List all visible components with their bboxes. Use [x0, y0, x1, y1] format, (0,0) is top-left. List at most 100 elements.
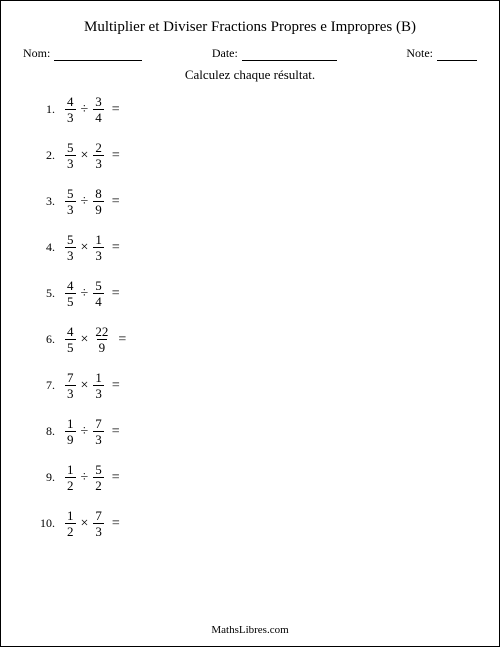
denominator: 3	[93, 431, 104, 446]
fraction-a: 43	[65, 95, 76, 124]
fraction-b: 54	[93, 279, 104, 308]
problem-number: 4.	[33, 240, 55, 255]
denominator: 3	[93, 247, 104, 262]
equals-sign: =	[112, 240, 120, 256]
fraction-a: 53	[65, 233, 76, 262]
problems-list: 1.43÷34=2.53×23=3.53÷89=4.53×13=5.45÷54=…	[33, 95, 477, 538]
problem-row: 9.12÷52=	[33, 463, 477, 492]
denominator: 3	[93, 155, 104, 170]
problem-row: 7.73×13=	[33, 371, 477, 400]
denominator: 4	[93, 109, 104, 124]
numerator: 3	[93, 95, 104, 109]
numerator: 5	[65, 141, 76, 155]
equals-sign: =	[112, 424, 120, 440]
denominator: 9	[93, 201, 104, 216]
divide-operator: ÷	[81, 102, 89, 118]
page-title: Multiplier et Diviser Fractions Propres …	[23, 19, 477, 36]
denominator: 9	[65, 431, 76, 446]
numerator: 22	[93, 325, 110, 339]
numerator: 7	[93, 509, 104, 523]
fraction-a: 53	[65, 187, 76, 216]
numerator: 5	[93, 279, 104, 293]
numerator: 1	[65, 417, 76, 431]
problem-number: 8.	[33, 424, 55, 439]
denominator: 3	[65, 155, 76, 170]
divide-operator: ÷	[81, 194, 89, 210]
denominator: 2	[93, 477, 104, 492]
equals-sign: =	[112, 470, 120, 486]
fraction-a: 12	[65, 509, 76, 538]
numerator: 7	[93, 417, 104, 431]
fraction-a: 12	[65, 463, 76, 492]
divide-operator: ÷	[81, 470, 89, 486]
problem-row: 3.53÷89=	[33, 187, 477, 216]
denominator: 2	[65, 477, 76, 492]
denominator: 3	[65, 109, 76, 124]
equals-sign: =	[118, 332, 126, 348]
numerator: 4	[65, 95, 76, 109]
divide-operator: ÷	[81, 286, 89, 302]
denominator: 3	[65, 247, 76, 262]
info-row: Nom: Date: Note:	[23, 46, 477, 61]
equals-sign: =	[112, 194, 120, 210]
equals-sign: =	[112, 286, 120, 302]
problem-number: 6.	[33, 332, 55, 347]
numerator: 5	[65, 233, 76, 247]
name-input-line[interactable]	[54, 49, 142, 61]
denominator: 2	[65, 523, 76, 538]
times-operator: ×	[81, 516, 89, 532]
numerator: 1	[93, 233, 104, 247]
fraction-b: 89	[93, 187, 104, 216]
problem-number: 1.	[33, 102, 55, 117]
problem-row: 4.53×13=	[33, 233, 477, 262]
name-label: Nom:	[23, 46, 50, 61]
fraction-b: 73	[93, 509, 104, 538]
fraction-a: 73	[65, 371, 76, 400]
date-field: Date:	[212, 46, 337, 61]
problem-row: 1.43÷34=	[33, 95, 477, 124]
numerator: 4	[65, 279, 76, 293]
numerator: 1	[65, 463, 76, 477]
date-input-line[interactable]	[242, 49, 337, 61]
numerator: 1	[65, 509, 76, 523]
denominator: 5	[65, 339, 76, 354]
problem-number: 9.	[33, 470, 55, 485]
times-operator: ×	[81, 240, 89, 256]
fraction-a: 53	[65, 141, 76, 170]
name-field: Nom:	[23, 46, 142, 61]
fraction-a: 45	[65, 279, 76, 308]
fraction-b: 229	[93, 325, 110, 354]
denominator: 3	[65, 385, 76, 400]
times-operator: ×	[81, 332, 89, 348]
fraction-b: 13	[93, 233, 104, 262]
note-field: Note:	[406, 46, 477, 61]
footer-text: MathsLibres.com	[1, 624, 499, 636]
problem-number: 2.	[33, 148, 55, 163]
fraction-b: 13	[93, 371, 104, 400]
problem-number: 5.	[33, 286, 55, 301]
fraction-b: 34	[93, 95, 104, 124]
problem-row: 2.53×23=	[33, 141, 477, 170]
fraction-a: 19	[65, 417, 76, 446]
problem-row: 6. 45 ×229 =	[33, 325, 477, 354]
fraction-a: 45	[65, 325, 76, 354]
equals-sign: =	[112, 378, 120, 394]
numerator: 2	[93, 141, 104, 155]
times-operator: ×	[81, 148, 89, 164]
denominator: 3	[93, 523, 104, 538]
denominator: 4	[93, 293, 104, 308]
equals-sign: =	[112, 516, 120, 532]
problem-number: 7.	[33, 378, 55, 393]
note-input-line[interactable]	[437, 49, 477, 61]
fraction-b: 23	[93, 141, 104, 170]
worksheet-page: Multiplier et Diviser Fractions Propres …	[0, 0, 500, 647]
numerator: 5	[93, 463, 104, 477]
numerator: 8	[93, 187, 104, 201]
numerator: 1	[93, 371, 104, 385]
fraction-b: 52	[93, 463, 104, 492]
equals-sign: =	[112, 148, 120, 164]
problem-number: 10.	[33, 516, 55, 531]
denominator: 5	[65, 293, 76, 308]
problem-row: 8.19÷73=	[33, 417, 477, 446]
denominator: 3	[93, 385, 104, 400]
